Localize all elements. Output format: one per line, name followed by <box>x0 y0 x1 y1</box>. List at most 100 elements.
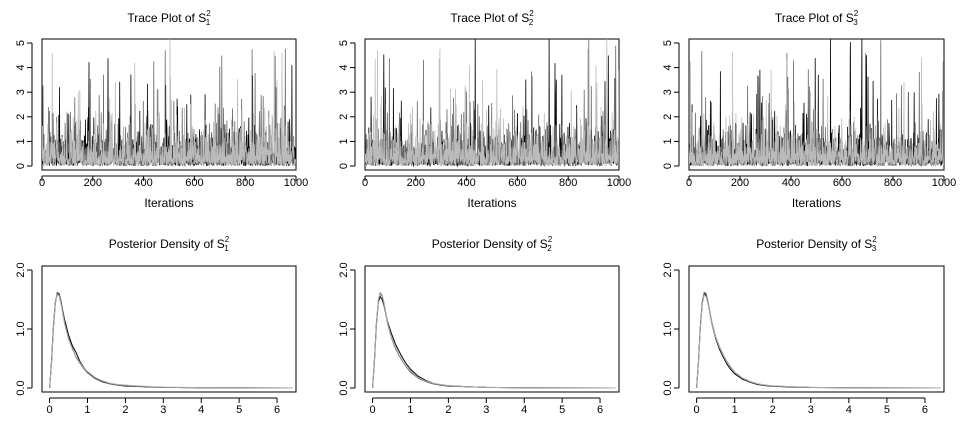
x-tick-label: 3 <box>483 404 489 416</box>
x-tick-label: 1000 <box>932 177 956 189</box>
x-tick-label: 4 <box>521 404 527 416</box>
x-tick-label: 5 <box>559 404 565 416</box>
x-tick-label: 200 <box>84 177 102 189</box>
trace-series-line <box>42 39 296 168</box>
panel-title-text: Posterior Density of S <box>756 237 872 251</box>
x-tick-label: 0 <box>362 177 368 189</box>
plot-frame <box>688 265 945 393</box>
y-tick-label: 4 <box>662 65 674 71</box>
x-tick-label: 2 <box>770 404 776 416</box>
panel-title-subscript: 3 <box>853 18 858 27</box>
y-tick-label: 5 <box>662 40 674 46</box>
x-tick-label: 200 <box>731 177 749 189</box>
y-tick-label: 2.0 <box>338 262 350 277</box>
y-tick-label: 1.0 <box>662 321 674 336</box>
panel-title-text: Trace Plot of S <box>775 11 854 25</box>
x-tick-label: 0 <box>39 177 45 189</box>
x-tick-label: 200 <box>407 177 425 189</box>
y-tick-label: 4 <box>15 65 27 71</box>
y-tick-label: 5 <box>15 40 27 46</box>
trace-series-line <box>689 40 944 167</box>
x-tick-label: 4 <box>198 404 204 416</box>
y-tick-label: 5 <box>338 40 350 46</box>
x-tick-label: 1 <box>407 404 413 416</box>
x-tick-label: 600 <box>185 177 203 189</box>
y-tick-label: 2.0 <box>662 262 674 277</box>
x-tick-label: 600 <box>508 177 526 189</box>
y-tick-label: 1 <box>15 138 27 144</box>
panel-title-text: Trace Plot of S <box>450 11 529 25</box>
x-axis-title: Iterations <box>792 196 841 210</box>
x-tick-label: 600 <box>833 177 851 189</box>
x-tick-label: 6 <box>274 404 280 416</box>
density-plot-panel: Posterior Density of S2 20 1 2 3 4 5 60.01.02.0 <box>338 235 620 416</box>
x-axis-title: Iterations <box>467 196 516 210</box>
density-series-line <box>49 293 293 389</box>
x-tick-label: 3 <box>160 404 166 416</box>
y-tick-label: 4 <box>338 65 350 71</box>
y-tick-label: 0 <box>15 163 27 169</box>
y-tick-label: 3 <box>662 89 674 95</box>
x-tick-label: 0 <box>370 404 376 416</box>
x-tick-label: 0 <box>47 404 53 416</box>
x-tick-label: 800 <box>236 177 254 189</box>
x-tick-label: 1000 <box>607 177 631 189</box>
plot-area <box>365 39 619 168</box>
density-series-line <box>49 291 293 389</box>
y-tick-label: 1 <box>338 138 350 144</box>
density-plot-panel: Posterior Density of S2 30 1 2 3 4 5 60.01.02.0 <box>662 235 945 416</box>
panel-title: Posterior Density of S2 2 <box>432 235 553 253</box>
trace-plot-panel: Trace Plot of S2 10 200 400 600 800 1000012345… <box>15 9 308 210</box>
y-tick-label: 3 <box>15 89 27 95</box>
plot-frame <box>41 265 297 393</box>
panel-title-superscript: 2 <box>206 9 211 18</box>
x-tick-label: 1 <box>84 404 90 416</box>
panel-title-superscript: 2 <box>872 235 877 244</box>
density-series-line <box>696 293 941 389</box>
y-tick-label: 2 <box>662 114 674 120</box>
density-series-line <box>696 294 941 389</box>
y-tick-label: 2.0 <box>15 262 27 277</box>
plot-area <box>42 39 296 168</box>
x-axis-title: Iterations <box>144 196 193 210</box>
x-tick-label: 1 <box>732 404 738 416</box>
y-tick-label: 0 <box>338 163 350 169</box>
plot-area <box>372 291 616 389</box>
panel-title-superscript: 2 <box>225 235 230 244</box>
x-tick-label: 4 <box>846 404 852 416</box>
trace-series-line <box>365 39 619 167</box>
y-tick-label: 2 <box>15 114 27 120</box>
x-tick-label: 3 <box>808 404 814 416</box>
panel-title-text: Posterior Density of S <box>432 237 548 251</box>
panel-title-text: Posterior Density of S <box>109 237 225 251</box>
x-tick-label: 2 <box>122 404 128 416</box>
plot-area <box>689 39 944 168</box>
x-tick-label: 800 <box>559 177 577 189</box>
trace-plot-panel: Trace Plot of S2 30 200 400 600 800 1000012345… <box>662 9 956 210</box>
y-tick-label: 0.0 <box>338 380 350 395</box>
panel-title-superscript: 2 <box>854 9 859 18</box>
x-tick-label: 2 <box>445 404 451 416</box>
x-tick-label: 5 <box>236 404 242 416</box>
y-tick-label: 0 <box>662 163 674 169</box>
panel-title: Posterior Density of S2 1 <box>109 235 230 253</box>
panel-title: Trace Plot of S2 1 <box>127 9 211 27</box>
plot-frame <box>364 38 620 171</box>
density-series-line <box>372 291 616 389</box>
trace-plot-panel: Trace Plot of S2 20 200 400 600 800 1000012345… <box>338 9 631 210</box>
x-tick-label: 5 <box>884 404 890 416</box>
plot-area <box>696 291 941 389</box>
panel-title: Trace Plot of S2 2 <box>450 9 534 27</box>
panel-title-subscript: 1 <box>206 18 211 27</box>
plot-frame <box>364 265 620 393</box>
panel-title-superscript: 2 <box>548 235 553 244</box>
density-plot-panel: Posterior Density of S2 10 1 2 3 4 5 60.01.02.0 <box>15 235 297 416</box>
x-tick-label: 400 <box>782 177 800 189</box>
y-tick-label: 3 <box>338 89 350 95</box>
panel-title-subscript: 3 <box>872 244 877 253</box>
panel-title-subscript: 1 <box>224 244 229 253</box>
x-tick-label: 1000 <box>284 177 308 189</box>
y-tick-label: 1.0 <box>338 321 350 336</box>
plot-area <box>49 291 293 389</box>
